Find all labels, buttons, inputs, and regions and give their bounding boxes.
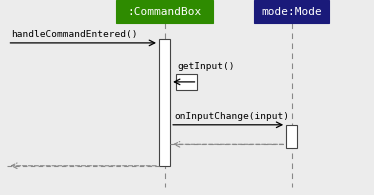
FancyBboxPatch shape — [254, 0, 329, 23]
FancyBboxPatch shape — [176, 74, 197, 90]
FancyBboxPatch shape — [286, 125, 297, 148]
Text: onInputChange(input): onInputChange(input) — [174, 112, 289, 121]
Text: mode:Mode: mode:Mode — [261, 7, 322, 17]
FancyBboxPatch shape — [116, 0, 213, 23]
Text: :CommandBox: :CommandBox — [128, 7, 202, 17]
FancyBboxPatch shape — [159, 39, 170, 166]
Text: getInput(): getInput() — [177, 62, 235, 71]
Text: handleCommandEntered(): handleCommandEntered() — [11, 30, 138, 39]
